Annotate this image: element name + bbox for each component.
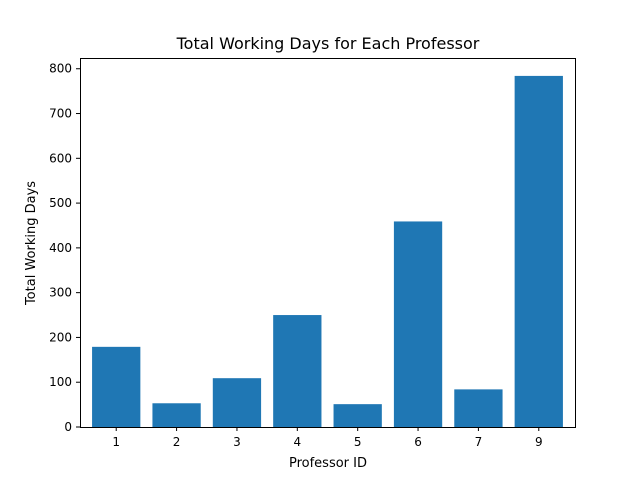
y-axis: 0 100 200 300 400 500 600 700 800 [49, 62, 80, 434]
bars [92, 75, 563, 427]
x-tick-label: 3 [233, 435, 241, 449]
bar-professor-7 [454, 389, 503, 427]
y-tick-label: 0 [64, 420, 72, 434]
x-axis-label: Professor ID [289, 456, 367, 471]
x-tick-label: 2 [173, 435, 181, 449]
x-tick-label: 5 [354, 435, 362, 449]
bar-professor-9 [514, 75, 563, 427]
x-tick-label: 4 [293, 435, 301, 449]
plot-frame [80, 58, 576, 428]
x-tick-label: 1 [112, 435, 120, 449]
x-tick-label: 9 [535, 435, 543, 449]
bar-professor-5 [333, 404, 382, 427]
y-tick-label: 800 [49, 62, 72, 76]
bar-professor-1 [92, 346, 141, 427]
y-axis-label: Total Working Days [24, 181, 39, 306]
y-tick-label: 400 [49, 241, 72, 255]
y-tick-label: 200 [49, 330, 72, 344]
x-tick-label: 7 [475, 435, 483, 449]
chart-title: Total Working Days for Each Professor [176, 34, 480, 53]
y-tick-label: 500 [49, 196, 72, 210]
y-tick-label: 300 [49, 286, 72, 300]
bar-professor-2 [152, 403, 201, 427]
bar-professor-3 [212, 378, 262, 427]
bar-professor-6 [393, 221, 443, 427]
y-tick-label: 600 [49, 151, 72, 165]
y-tick-label: 100 [49, 375, 72, 389]
x-tick-label: 6 [414, 435, 422, 449]
y-tick-label: 700 [49, 107, 72, 121]
bar-professor-4 [273, 315, 322, 427]
x-axis: 1 2 3 4 5 6 7 9 [112, 427, 543, 449]
